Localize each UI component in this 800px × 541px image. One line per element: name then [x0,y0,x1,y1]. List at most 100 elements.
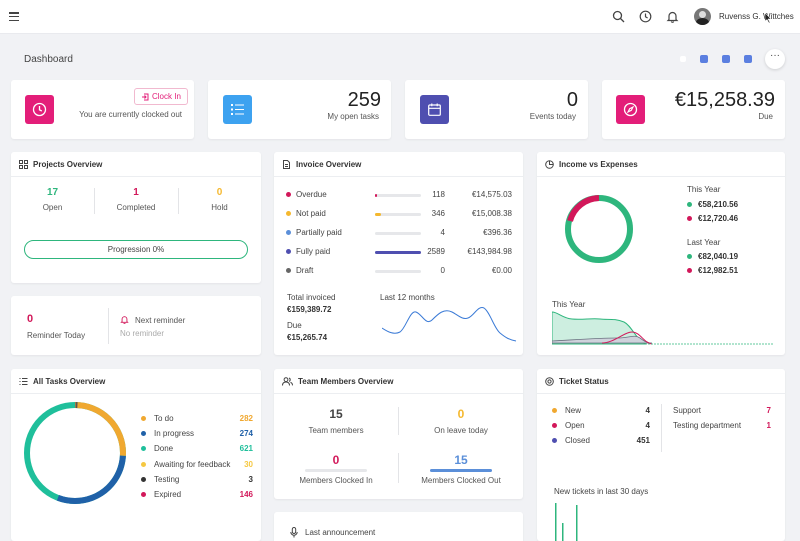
total-invoiced-label: Total invoiced [287,293,336,302]
bell-icon[interactable] [666,10,679,23]
widget-toggle-2[interactable] [722,55,730,63]
clocked-out-bar [430,469,492,472]
projects-title-text: Projects Overview [33,160,103,169]
task-dot [141,431,146,437]
menu-icon[interactable] [9,12,19,22]
task-dot [141,416,146,421]
invoice-status-row[interactable]: Not paid 346 €15,008.38 [274,208,523,220]
ticket-dept-value: 7 [766,406,771,415]
last-year-expense: €12,982.51 [687,266,738,275]
invoice-status-row[interactable]: Overdue 118 €14,575.03 [274,189,523,201]
ticket-title: Ticket Status [545,377,609,386]
invoice-status-label: Fully paid [296,247,331,256]
invoice-status-bar [375,213,421,216]
task-legend-item[interactable]: In progress 274 [141,428,255,439]
invoice-due-value: €15,265.74 [287,333,328,342]
announcement-card: Last announcement [274,512,523,541]
income-expenses-card: Income vs Expenses This Year €58,210.56 … [537,152,785,355]
invoice-status-count: 118 [432,190,445,199]
status-dot [286,249,291,254]
search-icon[interactable] [612,10,625,23]
invoice-status-row[interactable]: Fully paid 2589 €143,984.98 [274,246,523,258]
projects-overview-card: Projects Overview 17 Open 1 Completed 0 … [11,152,261,283]
invoice-status-label: Draft [296,266,314,275]
ticket-status-item[interactable]: Open 4 [552,420,650,431]
due-card[interactable]: €15,258.39 Due [602,80,785,139]
projects-completed-label: Completed [116,203,156,212]
ticket-dept-item[interactable]: Support 7 [673,405,771,416]
sign-in-icon [142,93,149,100]
cursor-icon [765,13,772,23]
invoice-status-row[interactable]: Partially paid 4 €396.36 [274,227,523,239]
task-legend-item[interactable]: Done 621 [141,443,255,454]
task-value: 274 [239,429,253,439]
invoice-status-bar [375,251,421,254]
task-value: 282 [239,414,253,423]
total-invoiced-value: €159,389.72 [287,305,332,314]
clock-icon[interactable] [639,10,652,23]
widget-toggle-1[interactable] [700,55,708,63]
avatar[interactable] [694,8,711,25]
task-value: 3 [248,474,253,484]
ticket-status-item[interactable]: New 4 [552,405,650,416]
invoice-title: Invoice Overview [282,160,361,169]
projects-open[interactable]: 17 Open [11,187,94,212]
last-year-label: Last Year [687,238,721,247]
last-year-income: €82,040.19 [687,252,738,261]
income-title-text: Income vs Expenses [559,160,638,169]
income-title: Income vs Expenses [545,160,638,169]
task-legend-item[interactable]: Expired 146 [141,489,255,500]
invoice-status-amount: €15,008.38 [471,209,512,218]
tasks-title: All Tasks Overview [19,377,105,386]
team-title: Team Members Overview [282,377,393,386]
task-dot [141,446,146,452]
task-legend-item[interactable]: Awaiting for feedback 30 [141,459,255,470]
due-value: €15,258.39 [674,89,775,111]
tasks-donut-chart [24,402,126,504]
status-dot [286,192,291,197]
open-tasks-card[interactable]: 259 My open tasks [208,80,391,139]
team-members[interactable]: 15 Team members [274,407,398,435]
events-card[interactable]: 0 Events today [405,80,588,139]
invoice-sparkline [382,306,517,342]
invoice-status-count: 4 [440,228,445,237]
progression-label: Progression 0% [107,245,165,254]
clocked-in-value: 0 [332,453,340,467]
task-value: 621 [239,444,253,454]
due-label: Due [758,112,773,121]
invoice-status-row[interactable]: Draft 0 €0.00 [274,265,523,277]
clock-in-button[interactable]: Clock In [134,88,188,105]
clocked-out[interactable]: 15 Members Clocked Out [399,453,523,485]
invoice-overview-card: Invoice Overview Overdue 118 €14,575.03 … [274,152,523,355]
ticket-status-item[interactable]: Closed 451 [552,435,650,446]
reminder-count: 0 [27,313,34,325]
invoice-status-amount: €396.36 [483,228,512,237]
announcement-label: Last announcement [305,528,376,537]
ticket-dot [552,438,557,443]
projects-open-value: 17 [46,187,59,198]
invoice-status-count: 2589 [427,247,445,256]
file-icon [283,160,290,169]
ticket-dept-value: 1 [766,421,771,430]
team-members-value: 15 [329,407,343,421]
calendar-tile-icon [420,95,449,124]
users-icon [282,377,293,386]
clocked-in[interactable]: 0 Members Clocked In [274,453,398,485]
invoice-status-bar [375,270,421,273]
task-legend-item[interactable]: To do 282 [141,413,255,424]
task-dot [141,492,146,497]
user-name[interactable]: Ruvenss G. Wittches [719,12,794,21]
last-year-income-value: €82,040.19 [698,252,739,261]
status-dot [286,268,291,273]
projects-completed[interactable]: 1 Completed [94,187,178,212]
next-reminder-value: No reminder [120,329,165,338]
toggle-square[interactable] [680,56,686,62]
task-legend-item[interactable]: Testing 3 [141,474,255,485]
last-year-expense-value: €12,982.51 [698,266,739,275]
projects-hold[interactable]: 0 Hold [178,187,261,212]
ticket-dept-item[interactable]: Testing department 1 [673,420,771,431]
widget-toggle-3[interactable] [744,55,752,63]
invoice-status-amount: €0.00 [491,266,512,275]
more-options-button[interactable]: ··· [765,49,785,69]
on-leave[interactable]: 0 On leave today [399,407,523,435]
